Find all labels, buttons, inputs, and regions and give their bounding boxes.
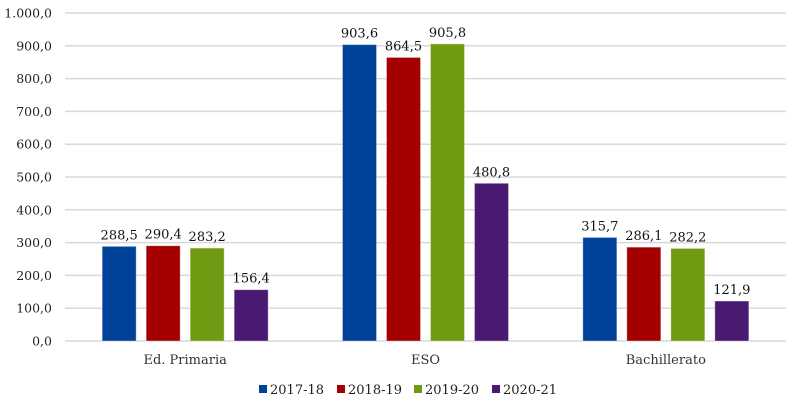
bar-2018-19-edprimaria bbox=[145, 245, 181, 342]
legend-item: 2017-18 bbox=[259, 383, 324, 398]
y-tick-label: 100,0 bbox=[16, 301, 52, 316]
y-tick-label: 400,0 bbox=[16, 202, 52, 217]
y-axis: 0,0 100,0 200,0 300,0 400,0 500,0 600,0 700,0 80… bbox=[4, 6, 52, 349]
data-label: 290,4 bbox=[145, 228, 182, 243]
data-label: 286,1 bbox=[625, 229, 662, 244]
y-tick-label: 600,0 bbox=[16, 137, 52, 152]
y-tick-label: 200,0 bbox=[16, 268, 52, 283]
bar-2019-20-bachillerato bbox=[670, 247, 706, 342]
legend-label: 2020-21 bbox=[503, 383, 557, 398]
bar-2017-18-edprimaria bbox=[101, 245, 137, 342]
bar-2020-21-eso bbox=[474, 182, 509, 342]
bar-2019-20-edprimaria bbox=[189, 247, 225, 342]
data-label: 121,9 bbox=[713, 283, 750, 298]
x-category-label: Bachillerato bbox=[626, 353, 706, 368]
data-label: 905,8 bbox=[429, 26, 466, 41]
y-tick-label: 800,0 bbox=[16, 71, 52, 86]
legend-swatch bbox=[414, 385, 422, 393]
legend-item: 2018-19 bbox=[337, 383, 402, 398]
data-label: 288,5 bbox=[101, 228, 138, 243]
data-label: 864,5 bbox=[385, 39, 422, 54]
y-tick-label: 900,0 bbox=[16, 38, 52, 53]
legend: 2017-18 2018-19 2019-20 2020-21 bbox=[259, 383, 557, 398]
bar-2019-20-eso bbox=[430, 43, 465, 342]
data-label: 283,2 bbox=[189, 230, 226, 245]
bar-2017-18-bachillerato bbox=[582, 236, 618, 342]
x-axis: Ed. Primaria ESO Bachillerato bbox=[143, 353, 706, 368]
data-label: 315,7 bbox=[581, 219, 618, 234]
y-tick-label: 500,0 bbox=[16, 170, 52, 185]
y-tick-label: 700,0 bbox=[16, 104, 52, 119]
bar-2017-18-eso bbox=[342, 44, 377, 342]
legend-item: 2019-20 bbox=[414, 383, 479, 398]
legend-swatch bbox=[492, 385, 500, 393]
y-tick-label: 0,0 bbox=[32, 334, 52, 349]
legend-item: 2020-21 bbox=[492, 383, 557, 398]
y-tick-label: 1.000,0 bbox=[4, 6, 52, 21]
data-label: 282,2 bbox=[669, 230, 706, 245]
bar-2020-21-bachillerato bbox=[714, 300, 750, 342]
bar-2018-19-bachillerato bbox=[626, 246, 662, 342]
data-label: 156,4 bbox=[233, 272, 270, 287]
bar-2018-19-eso bbox=[386, 56, 421, 342]
bars: 288,5 290,4 283,2 156,4 903,6 864,5 905,8 480,8… bbox=[101, 26, 750, 342]
legend-swatch bbox=[337, 385, 345, 393]
data-label: 903,6 bbox=[341, 27, 378, 42]
x-category-label: Ed. Primaria bbox=[143, 353, 227, 368]
x-category-label: ESO bbox=[411, 353, 440, 368]
y-tick-label: 300,0 bbox=[16, 235, 52, 250]
gridlines bbox=[65, 12, 786, 342]
legend-label: 2019-20 bbox=[425, 383, 479, 398]
legend-label: 2017-18 bbox=[270, 383, 324, 398]
legend-label: 2018-19 bbox=[348, 383, 402, 398]
legend-swatch bbox=[259, 385, 267, 393]
data-label: 480,8 bbox=[473, 165, 510, 180]
bar-2020-21-edprimaria bbox=[233, 289, 269, 342]
